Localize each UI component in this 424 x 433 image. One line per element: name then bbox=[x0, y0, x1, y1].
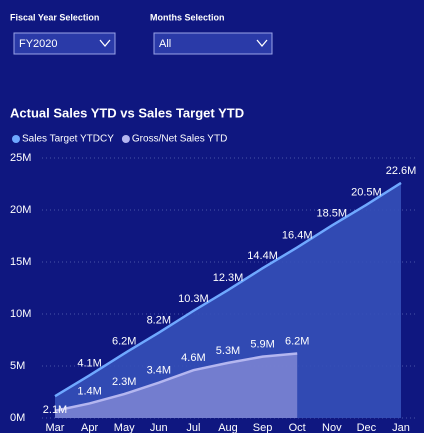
data-label: 4.1M bbox=[77, 357, 101, 369]
x-tick-label: Aug bbox=[218, 422, 238, 433]
x-tick-label: Jun bbox=[150, 422, 168, 433]
x-tick-label: Mar bbox=[46, 422, 65, 433]
data-label: 20.5M bbox=[351, 187, 382, 199]
legend-label: Sales Target YTDCY bbox=[22, 134, 114, 145]
data-label: 2.3M bbox=[112, 376, 136, 388]
x-tick-label: Apr bbox=[81, 422, 98, 433]
line bbox=[54, 181, 402, 398]
data-label: 6.2M bbox=[112, 335, 136, 347]
line bbox=[54, 352, 298, 412]
area bbox=[55, 182, 401, 418]
data-label: 5.9M bbox=[250, 339, 274, 351]
x-tick-label: Sep bbox=[253, 422, 273, 433]
slicer-label: Fiscal Year Selection bbox=[10, 12, 99, 22]
chevron[interactable] bbox=[256, 39, 268, 48]
data-label: 2.1M bbox=[43, 404, 67, 416]
legend-label: Gross/Net Sales YTD bbox=[132, 134, 227, 145]
data-label: 18.5M bbox=[317, 208, 348, 220]
data-label: 6.2M bbox=[285, 335, 309, 347]
y-tick-label: 10M bbox=[10, 308, 31, 320]
data-label: 10.3M bbox=[178, 293, 209, 305]
x-tick-label: May bbox=[114, 422, 135, 433]
y-tick-label: 20M bbox=[10, 204, 31, 216]
y-tick-label: 15M bbox=[10, 256, 31, 268]
x-tick-label: Jan bbox=[392, 422, 410, 433]
data-label: 4.6M bbox=[181, 352, 205, 364]
data-label: 8.2M bbox=[147, 315, 171, 327]
x-tick-label: Oct bbox=[289, 422, 306, 433]
dropdown[interactable] bbox=[153, 32, 273, 55]
data-label: 12.3M bbox=[213, 272, 244, 284]
legend-marker bbox=[12, 135, 20, 143]
data-label: 16.4M bbox=[282, 229, 313, 241]
x-tick-label: Jul bbox=[186, 422, 200, 433]
data-label: 1.4M bbox=[77, 385, 101, 397]
x-tick-label: Dec bbox=[357, 422, 377, 433]
area bbox=[55, 353, 298, 418]
dropdown-value[interactable]: All bbox=[159, 38, 171, 50]
dropdown[interactable] bbox=[13, 32, 116, 55]
dropdown-value[interactable]: FY2020 bbox=[19, 38, 58, 50]
data-label: 5.3M bbox=[216, 345, 240, 357]
chart-title: Actual Sales YTD vs Sales Target YTD bbox=[10, 105, 244, 120]
chevron[interactable] bbox=[99, 39, 111, 48]
slicer-label: Months Selection bbox=[150, 12, 225, 22]
data-label: 22.6M bbox=[386, 165, 417, 177]
data-label: 3.4M bbox=[147, 365, 171, 377]
y-tick-label: 5M bbox=[10, 360, 25, 372]
x-tick-label: Nov bbox=[322, 422, 342, 433]
legend-marker bbox=[121, 135, 130, 143]
data-label: 14.4M bbox=[247, 250, 278, 262]
y-tick-label: 25M bbox=[10, 152, 31, 164]
y-tick-label: 0M bbox=[10, 412, 25, 424]
